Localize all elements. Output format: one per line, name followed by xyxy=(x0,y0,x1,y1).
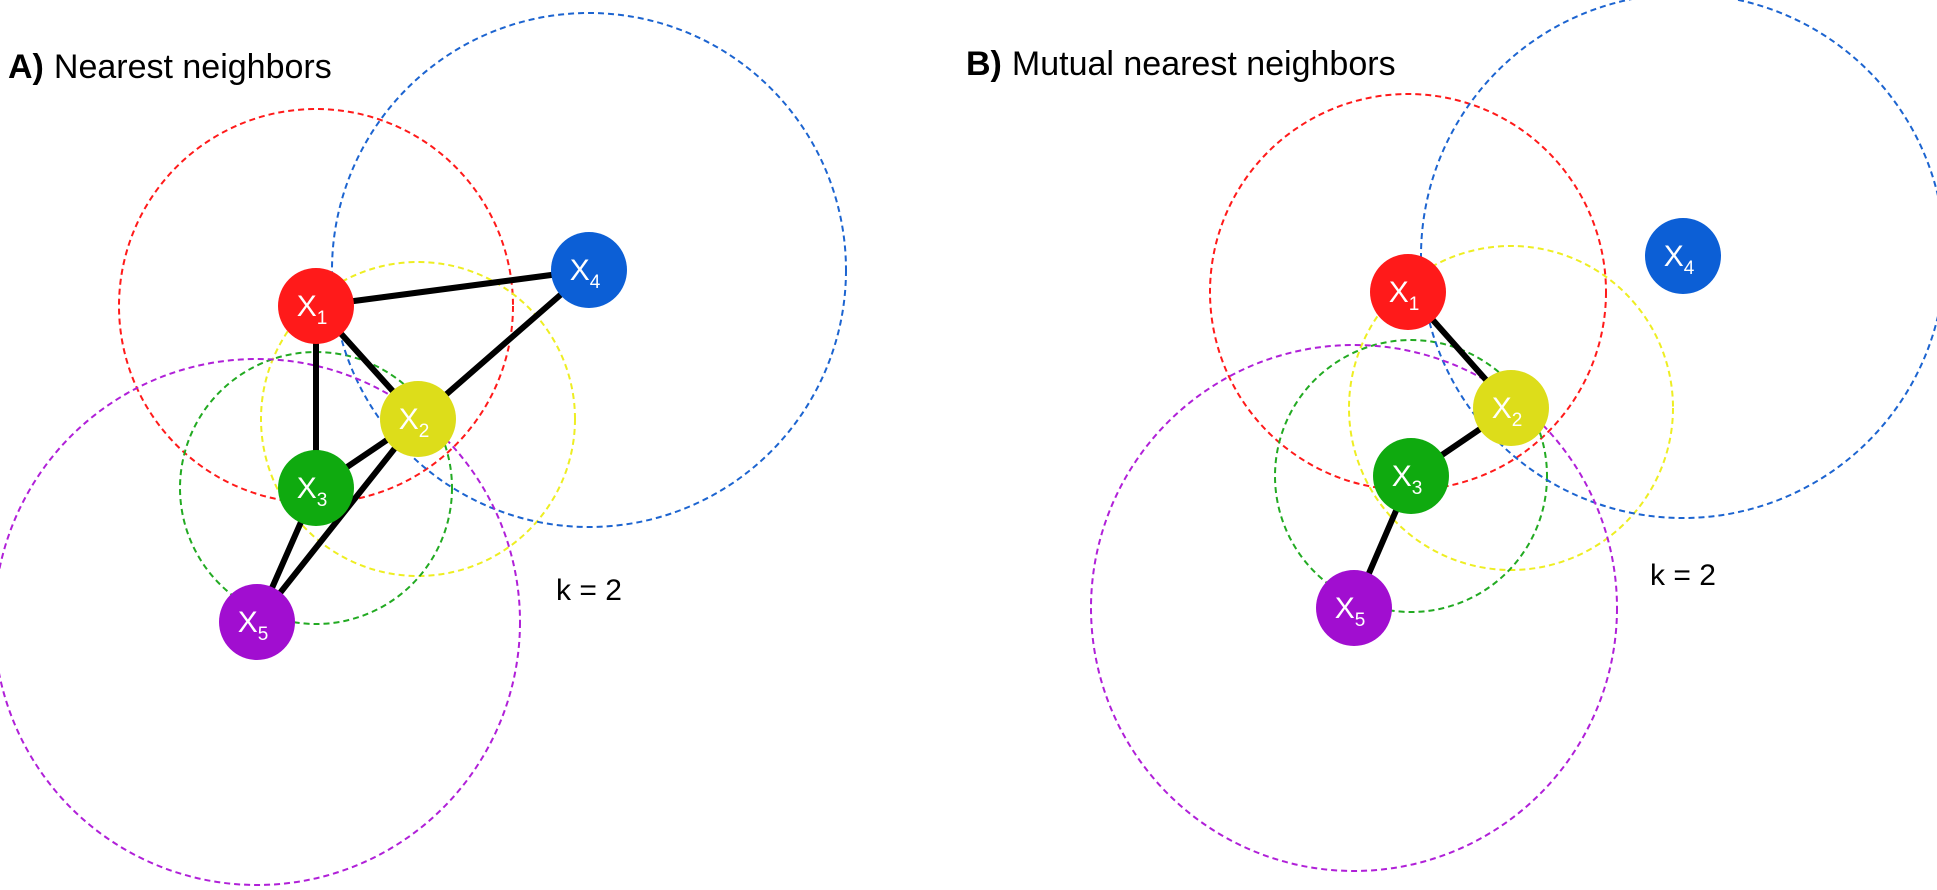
neighborhood-circle-x1 xyxy=(118,108,514,504)
node-x1-circle xyxy=(278,268,354,344)
panel-title: A) Nearest neighbors xyxy=(8,48,332,86)
neighborhood-circle-x5 xyxy=(1090,344,1618,872)
node-subscript: 4 xyxy=(1684,258,1695,279)
panel-title-text: Mutual nearest neighbors xyxy=(1012,45,1396,83)
node-subscript: 5 xyxy=(258,624,269,645)
node-subscript: 3 xyxy=(1412,478,1423,499)
neighborhood-circle-x3 xyxy=(1274,339,1548,613)
node-x3-label: X3 xyxy=(297,472,328,511)
node-letter: X xyxy=(1492,392,1512,425)
node-x4-circle xyxy=(551,232,627,308)
node-letter: X xyxy=(297,472,317,505)
node-x3-circle xyxy=(278,450,354,526)
node-subscript: 1 xyxy=(1409,294,1420,315)
panel-title-text: Nearest neighbors xyxy=(54,48,332,86)
node-x2-circle xyxy=(1473,370,1549,446)
node-letter: X xyxy=(570,254,590,287)
neighborhood-circle-x5 xyxy=(0,358,521,886)
node-subscript: 2 xyxy=(1512,410,1523,431)
node-x1-label: X1 xyxy=(1389,276,1420,315)
node-x2-label: X2 xyxy=(399,403,430,442)
node-x5-label: X5 xyxy=(238,606,269,645)
panel-title: B) Mutual nearest neighbors xyxy=(966,45,1396,83)
node-x3-circle xyxy=(1373,438,1449,514)
neighborhood-circle-x2 xyxy=(1348,245,1674,571)
node-x4-label: X4 xyxy=(570,254,601,293)
node-x4: X4 xyxy=(551,232,627,308)
node-letter: X xyxy=(1664,240,1684,273)
node-x5: X5 xyxy=(1316,570,1392,646)
node-letter: X xyxy=(1392,460,1412,493)
neighborhood-circle-x4 xyxy=(331,12,847,528)
node-x3: X3 xyxy=(278,450,354,526)
node-x4-label: X4 xyxy=(1664,240,1695,279)
node-x2: X2 xyxy=(380,381,456,457)
node-letter: X xyxy=(297,290,317,323)
node-x5-circle xyxy=(219,584,295,660)
node-x5-label: X5 xyxy=(1335,592,1366,631)
panel-letter: A) xyxy=(8,48,44,86)
node-letter: X xyxy=(399,403,419,436)
node-x1-label: X1 xyxy=(297,290,328,329)
node-x1-circle xyxy=(1370,254,1446,330)
k-label: k = 2 xyxy=(556,574,622,607)
node-x2-circle xyxy=(380,381,456,457)
panel-letter: B) xyxy=(966,45,1002,83)
node-x2-label: X2 xyxy=(1492,392,1523,431)
node-letter: X xyxy=(238,606,258,639)
node-subscript: 3 xyxy=(317,490,328,511)
node-x4-circle xyxy=(1645,218,1721,294)
node-letter: X xyxy=(1335,592,1355,625)
node-x5: X5 xyxy=(219,584,295,660)
edge-x2-x5 xyxy=(254,416,421,625)
node-subscript: 5 xyxy=(1355,610,1366,631)
node-x4: X4 xyxy=(1645,218,1721,294)
neighborhood-circles xyxy=(0,12,847,886)
node-x1: X1 xyxy=(1370,254,1446,330)
node-x2: X2 xyxy=(1473,370,1549,446)
node-x3-label: X3 xyxy=(1392,460,1423,499)
node-x5-circle xyxy=(1316,570,1392,646)
neighborhood-circle-x2 xyxy=(260,261,576,577)
node-subscript: 4 xyxy=(590,272,601,293)
node-x3: X3 xyxy=(1373,438,1449,514)
neighborhood-circle-x4 xyxy=(1420,0,1937,519)
edge-x1-x4 xyxy=(313,267,592,309)
node-subscript: 1 xyxy=(317,308,328,329)
k-label: k = 2 xyxy=(1650,559,1716,592)
node-subscript: 2 xyxy=(419,421,430,442)
node-x1: X1 xyxy=(278,268,354,344)
node-letter: X xyxy=(1389,276,1409,309)
